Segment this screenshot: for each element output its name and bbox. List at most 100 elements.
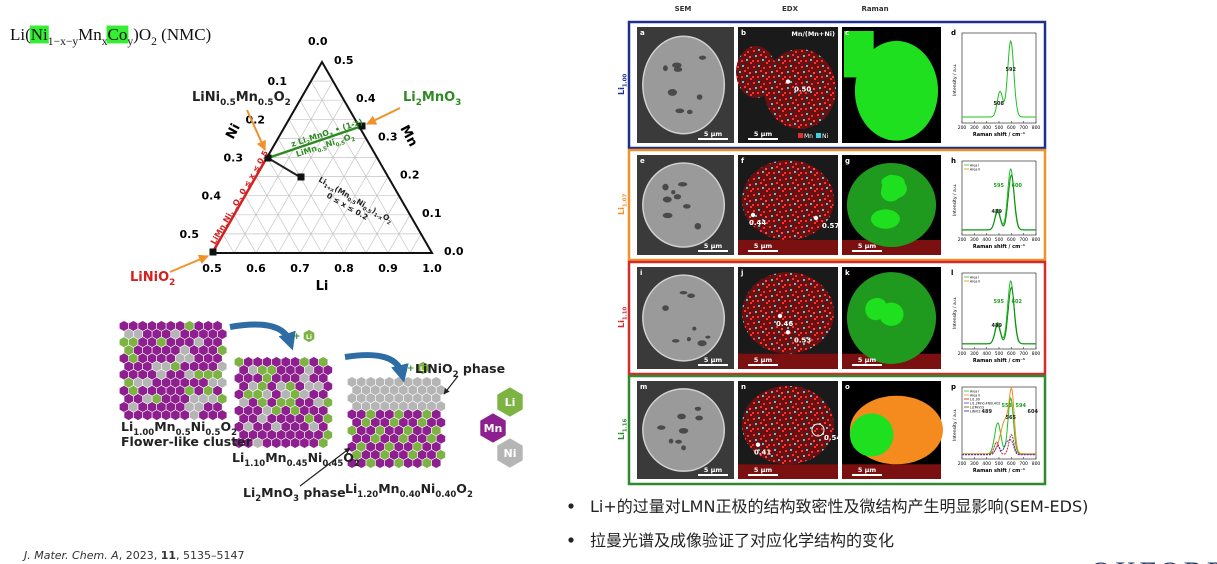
bullet-text: Li+的过量对LMN正极的结构致密性及微结构产生明显影响(SEM-EDS) — [590, 497, 1088, 516]
text-part: 1.00 — [622, 74, 628, 88]
sem-pore — [675, 439, 682, 444]
panel-letter: p — [951, 383, 956, 391]
edx-point — [750, 212, 756, 218]
scale-label: 5 μm — [704, 466, 723, 474]
row-frame — [627, 374, 1047, 486]
bullet-dot — [568, 537, 574, 543]
grid-line — [233, 214, 257, 254]
text-part: MnO — [261, 485, 293, 500]
column-header: EDX — [782, 5, 799, 13]
edx-title: Mn/(Mn+Ni) — [791, 30, 835, 38]
tick-label: 200 — [958, 237, 967, 243]
grid-line — [387, 214, 411, 254]
tick-label: 500 — [995, 351, 1004, 357]
sem-pore — [687, 293, 695, 298]
sem-pore — [657, 425, 666, 430]
legend-label: Li — [505, 396, 516, 409]
figure-row: Li1.07 0.44 0.57 e f g 5 μm 5 μm 5 μm h 200 300 400 5… — [617, 148, 1047, 262]
composition-marker — [209, 248, 217, 256]
text-part: 2 — [386, 220, 392, 227]
peak-label: 604 — [1027, 409, 1038, 415]
text-part: 2 — [416, 98, 422, 108]
text-part: 0.45 — [287, 459, 308, 469]
text-part: 2 — [351, 137, 357, 144]
text-part: 2 — [467, 490, 473, 500]
text-part: Li — [232, 450, 244, 465]
scale-label: 5 μm — [754, 242, 773, 250]
atom-hexagon — [252, 437, 263, 449]
text-part: 2 — [453, 370, 459, 380]
text-part: 0.45 — [322, 459, 343, 469]
tick-label: 0.5 — [202, 262, 222, 275]
sem-pore — [695, 415, 703, 421]
text-part: LiNi — [192, 90, 220, 105]
composition-marker — [358, 122, 366, 130]
sem-pore — [682, 204, 691, 209]
annotation: Li1+x(Mn0.5Ni0.5)1-xO2 — [316, 175, 395, 227]
text-part: Ni — [308, 450, 323, 465]
tick-label: 0.4 — [202, 190, 222, 203]
edx-value: 0.46 — [776, 320, 793, 328]
scale-label: 5 μm — [704, 130, 723, 138]
text-part: Li — [617, 432, 626, 440]
tick-label: 600 — [1007, 351, 1016, 357]
axis-label: Mn — [396, 123, 420, 150]
grid-line — [277, 119, 356, 254]
text-part: O — [343, 450, 354, 465]
text-part: 1.16 — [622, 419, 628, 433]
tick-label: 0.1 — [268, 75, 288, 88]
text-part: 2 — [285, 98, 291, 108]
tick-label: 500 — [995, 237, 1004, 243]
tick-label: 200 — [958, 461, 967, 467]
text-part: LiNiO — [130, 270, 169, 285]
column-header: Raman — [861, 5, 888, 13]
atom-hexagon — [365, 457, 376, 469]
text-part: )O — [133, 25, 151, 44]
citation: J. Mater. Chem. A, 2023, 11, 5135–5147 — [22, 549, 245, 562]
tick-label: 400 — [982, 461, 991, 467]
atom-hexagon — [431, 457, 442, 469]
plot-panel — [948, 155, 1040, 255]
structure-cluster — [234, 356, 333, 449]
panel-letter: a — [640, 29, 645, 37]
sem-pore — [671, 339, 680, 343]
text-part: O — [274, 90, 285, 105]
grid-line — [321, 157, 378, 254]
text-part: Mn — [265, 450, 286, 465]
grid-line — [255, 176, 301, 254]
edx-legend-label: Mn — [804, 133, 813, 140]
text-part: 2 — [255, 494, 261, 504]
tick-label: 800 — [1032, 125, 1041, 131]
atom-hexagon — [375, 457, 386, 469]
tick-label: 0.6 — [246, 262, 266, 275]
tick-label: 600 — [1007, 461, 1016, 467]
text-part: Ni — [31, 25, 48, 44]
atom-hexagon — [142, 409, 153, 421]
axis-label: Ni — [223, 121, 243, 142]
atom-hexagon — [318, 437, 329, 449]
peak-label: 489 — [991, 209, 1002, 215]
logo: OXFORD — [1090, 556, 1217, 564]
tick-label: 0.8 — [334, 262, 354, 275]
tick-label: 300 — [970, 461, 979, 467]
legend-label: Area II — [970, 279, 980, 283]
tick-label: 200 — [958, 125, 967, 131]
atom-hexagon — [308, 437, 319, 449]
atom-hexagon — [217, 409, 228, 421]
row-label: Li1.00 — [617, 74, 628, 95]
figure-row: Li1.10 0.460.53 i j k 5 μm 5 μm 5 μm l 200 300 400 5… — [617, 260, 1047, 376]
panel-letter: e — [640, 157, 645, 165]
axis-label: Intensity / a.u. — [952, 64, 958, 96]
compound-label: Li2MnO3 — [403, 90, 461, 108]
text-part: 0.5 — [361, 206, 372, 216]
structure-cluster — [346, 376, 446, 469]
text-part: 0.40 — [435, 490, 456, 500]
text-part: Ni — [421, 481, 436, 496]
tick-label: 0.1 — [422, 207, 442, 220]
structure-label: Li1.10Mn0.45Ni0.45O2 — [232, 450, 360, 469]
row-frame — [627, 20, 1047, 150]
tick-label: 400 — [982, 237, 991, 243]
composition-marker — [297, 173, 305, 181]
tick-label: 0.0 — [308, 35, 328, 48]
sem-pore — [679, 290, 688, 295]
